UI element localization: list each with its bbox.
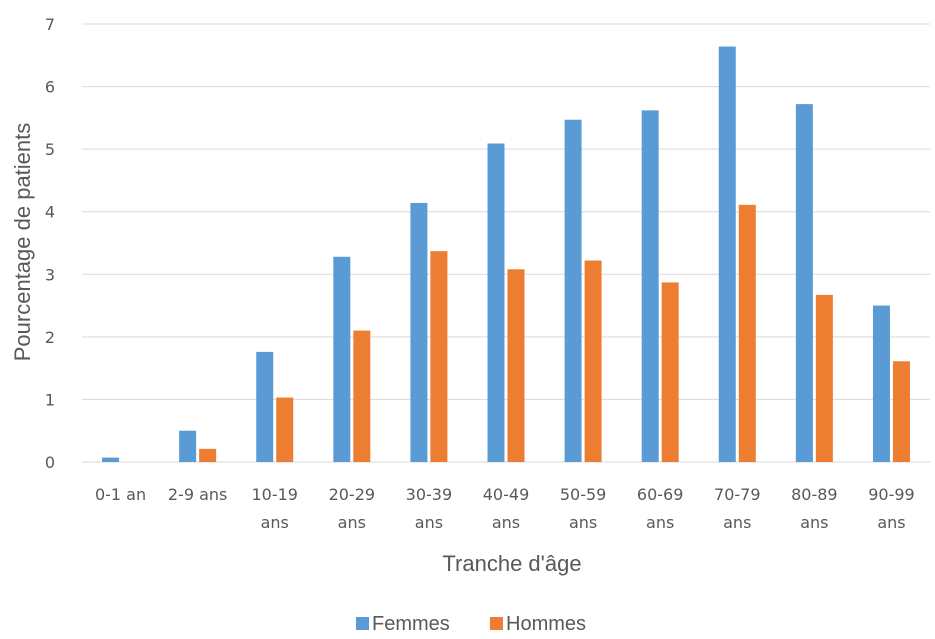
y-tick-label: 0 — [45, 453, 55, 472]
y-tick-label: 6 — [45, 78, 55, 97]
y-tick-label: 5 — [45, 140, 55, 159]
bar-femmes-9 — [795, 104, 813, 462]
bar-femmes-4 — [410, 202, 428, 462]
bar-hommes-10 — [892, 361, 910, 462]
y-tick-label: 7 — [45, 15, 55, 34]
bars — [102, 46, 910, 463]
bar-hommes-2 — [276, 397, 294, 462]
bar-femmes-5 — [487, 143, 505, 463]
bar-hommes-7 — [661, 282, 679, 462]
x-tick-label: 10-19 ans — [251, 485, 298, 532]
legend-swatch-hommes — [490, 617, 503, 630]
x-tick-label: 0-1 an — [95, 485, 146, 504]
bar-femmes-7 — [641, 110, 659, 462]
x-tick-label: 60-69 ans — [637, 485, 684, 532]
bar-femmes-8 — [718, 46, 736, 462]
legend: Femmes Hommes — [356, 613, 586, 635]
legend-swatch-femmes — [356, 617, 369, 630]
x-axis-title: Tranche d'âge — [442, 551, 581, 576]
x-tick-label: 20-29 ans — [329, 485, 376, 532]
bar-hommes-1 — [199, 448, 217, 462]
x-tick-label: 30-39 ans — [406, 485, 453, 532]
gridlines — [82, 23, 930, 463]
bar-femmes-3 — [333, 256, 351, 462]
bar-femmes-6 — [564, 119, 582, 462]
bar-hommes-9 — [815, 294, 833, 462]
bar-hommes-8 — [738, 204, 756, 462]
bar-femmes-1 — [179, 430, 197, 462]
x-tick-label: 80-89 ans — [791, 485, 838, 532]
x-tick-label: 2-9 ans — [168, 485, 228, 504]
x-tick-label: 40-49 ans — [483, 485, 530, 532]
x-tick-label: 50-59 ans — [560, 485, 607, 532]
x-tick-label: 70-79 ans — [714, 485, 761, 532]
bar-hommes-3 — [353, 330, 371, 462]
y-axis-ticks: 0 1 2 3 4 5 6 7 — [45, 15, 55, 472]
y-tick-label: 3 — [45, 265, 55, 284]
bar-hommes-6 — [584, 260, 602, 462]
x-tick-label: 90-99 ans — [868, 485, 915, 532]
bar-femmes-2 — [256, 351, 274, 462]
x-axis-ticks: 0-1 an 2-9 ans 10-19 ans 20-29 ans 30-39 ans 40-… — [95, 485, 915, 532]
y-tick-label: 1 — [45, 390, 55, 409]
bar-hommes-4 — [430, 251, 448, 462]
y-axis-title: Pourcentage de patients — [10, 123, 35, 362]
legend-label-hommes: Hommes — [506, 613, 586, 635]
bar-femmes-0 — [102, 457, 120, 462]
bar-hommes-5 — [507, 269, 525, 462]
bar-femmes-10 — [872, 305, 890, 462]
legend-label-femmes: Femmes — [372, 613, 450, 635]
y-tick-label: 4 — [45, 203, 55, 222]
y-tick-label: 2 — [45, 328, 55, 347]
